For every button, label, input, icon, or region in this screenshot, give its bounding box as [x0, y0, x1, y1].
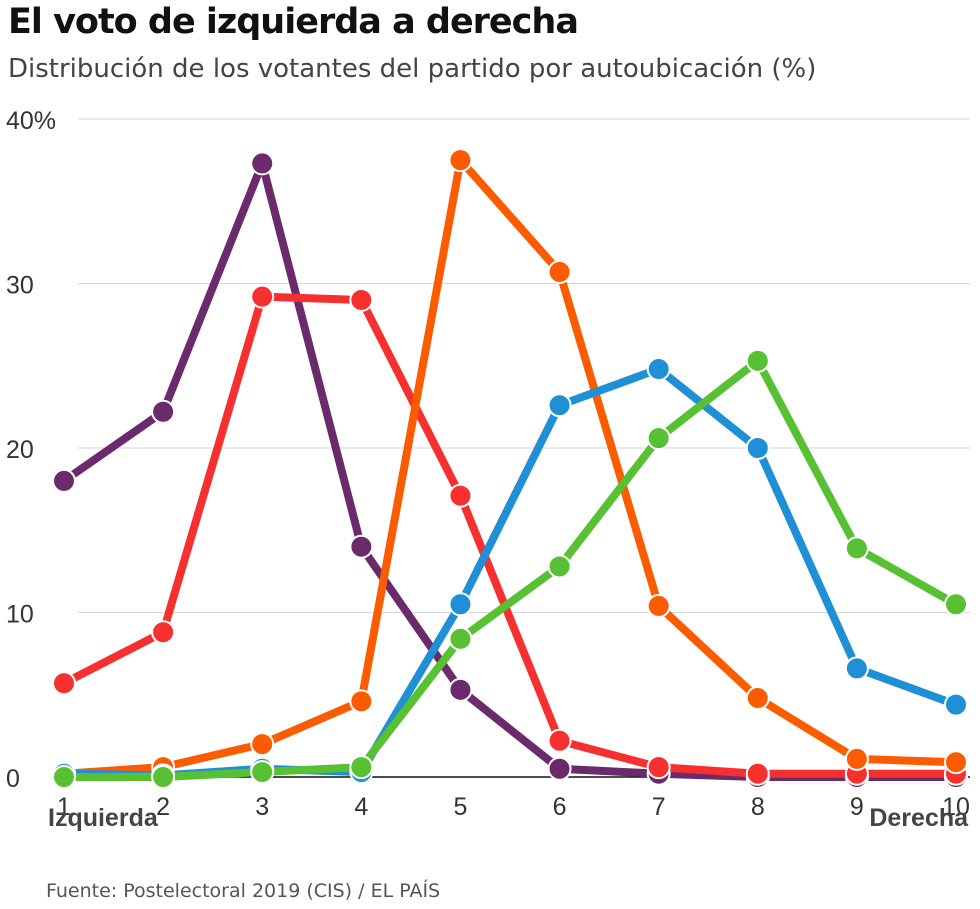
- data-point-vox: [646, 426, 671, 451]
- data-point-pp: [745, 436, 770, 460]
- chart-subtitle: Distribución de los votantes del partido…: [8, 54, 817, 84]
- data-point-podemos: [349, 534, 374, 559]
- data-point-vox: [745, 348, 770, 373]
- series-line-psoe: [60, 292, 960, 778]
- x-tick-label: 1: [57, 793, 71, 821]
- data-point-podemos: [547, 756, 572, 781]
- data-point-psoe: [448, 483, 473, 508]
- data-point-ciudadanos: [547, 259, 572, 284]
- y-tick-label: 10: [6, 601, 34, 629]
- data-point-vox: [844, 536, 869, 561]
- y-tick-label: 20: [6, 436, 34, 464]
- data-point-ciudadanos: [250, 732, 275, 757]
- y-tick-label: 0: [6, 765, 20, 793]
- data-point-psoe: [547, 728, 572, 753]
- x-axis-ticks: 1 2 3 4 5 6 7 8 9 10: [57, 793, 970, 821]
- data-point-vox: [151, 765, 176, 789]
- data-point-pp: [944, 692, 968, 717]
- data-point-vox: [250, 760, 275, 785]
- data-point-vox: [944, 592, 968, 617]
- series-line-vox: [60, 356, 960, 781]
- data-point-pp: [547, 393, 572, 418]
- x-axis-label-right: Derecha: [869, 804, 969, 832]
- chart-title: El voto de izquierda a derecha: [8, 2, 579, 42]
- data-point-vox: [52, 765, 76, 789]
- data-point-podemos: [52, 468, 76, 493]
- data-point-podemos: [250, 151, 275, 176]
- series-markers: [52, 148, 968, 789]
- data-point-ciudadanos: [646, 593, 671, 618]
- x-tick-label: 7: [652, 793, 666, 821]
- data-point-ciudadanos: [944, 750, 968, 775]
- y-tick-label: 40%: [6, 107, 56, 135]
- x-axis-label-left: Izquierda: [48, 804, 159, 832]
- series-line-podemos: [60, 159, 960, 781]
- data-point-pp: [646, 357, 671, 382]
- x-tick-label: 3: [255, 793, 269, 821]
- y-tick-label: 30: [6, 272, 34, 300]
- data-point-ciudadanos: [349, 689, 374, 714]
- x-tick-label: 8: [751, 793, 765, 821]
- data-point-psoe: [646, 755, 671, 780]
- data-point-vox: [448, 626, 473, 651]
- data-point-pp: [844, 656, 869, 681]
- x-tick-label: 6: [553, 793, 567, 821]
- data-point-psoe: [250, 284, 275, 309]
- data-point-ciudadanos: [448, 148, 473, 173]
- series-line-ciudadanos: [60, 156, 960, 778]
- x-tick-label: 2: [156, 793, 170, 821]
- data-point-vox: [547, 554, 572, 579]
- data-point-psoe: [151, 620, 176, 645]
- data-point-podemos: [151, 399, 176, 424]
- x-tick-label: 4: [354, 793, 368, 821]
- y-axis-ticks: 0 10 20 30 40%: [6, 107, 56, 793]
- data-point-psoe: [349, 287, 374, 312]
- series-line-pp: [60, 365, 960, 780]
- x-tick-label: 10: [942, 793, 970, 821]
- x-tick-label: 5: [453, 793, 467, 821]
- data-point-podemos: [448, 677, 473, 702]
- data-point-ciudadanos: [844, 746, 869, 771]
- data-point-ciudadanos: [745, 686, 770, 711]
- series-lines: [60, 156, 960, 781]
- source-note: Fuente: Postelectoral 2019 (CIS) / EL PA…: [46, 880, 441, 902]
- data-point-vox: [349, 755, 374, 780]
- data-point-psoe: [745, 761, 770, 786]
- x-tick-label: 9: [850, 793, 864, 821]
- data-point-pp: [448, 592, 473, 617]
- data-point-psoe: [52, 671, 76, 696]
